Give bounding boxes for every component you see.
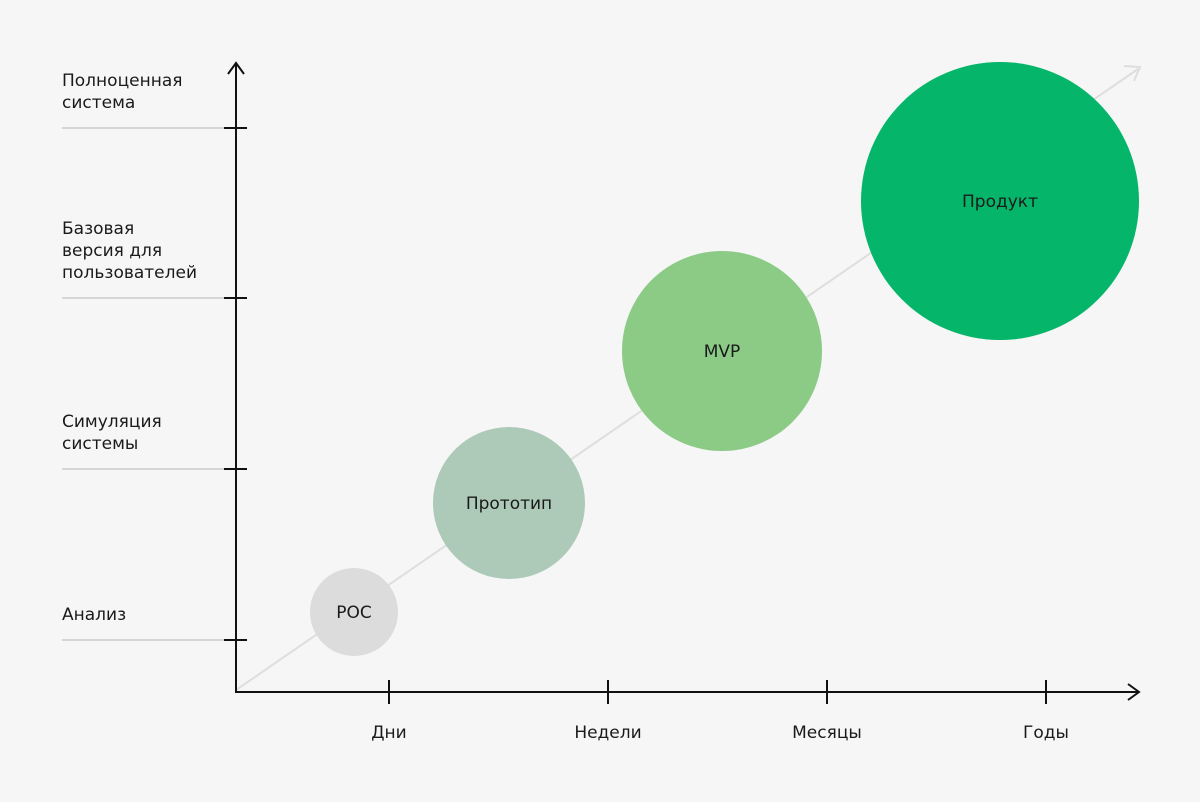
stage-bubble [433,427,585,579]
stage-bubble [861,62,1139,340]
y-level-label: системы [62,434,138,454]
y-level-label: система [62,93,135,113]
stage-label: Продукт [962,192,1038,212]
x-arrow [1127,683,1141,701]
x-level-label: Недели [574,723,641,743]
trend-arrow [1123,65,1142,82]
y-level-label: пользователей [62,263,197,283]
y-level-label: Базовая [62,219,134,239]
y-level-label: Полноценная [62,71,182,91]
y-arrow [227,61,245,75]
stage-bubble [310,568,398,656]
y-level-label: Анализ [62,605,126,625]
stage-label: MVP [704,342,741,362]
x-level-label: Дни [371,723,406,743]
x-level-label: Месяцы [792,723,862,743]
stage-label: POC [336,603,372,623]
x-level-label: Годы [1023,723,1069,743]
stage-bubble [622,251,822,451]
y-level-label: Симуляция [62,412,162,432]
y-level-label: версия для [62,241,162,261]
stage-label: Прототип [466,494,552,514]
